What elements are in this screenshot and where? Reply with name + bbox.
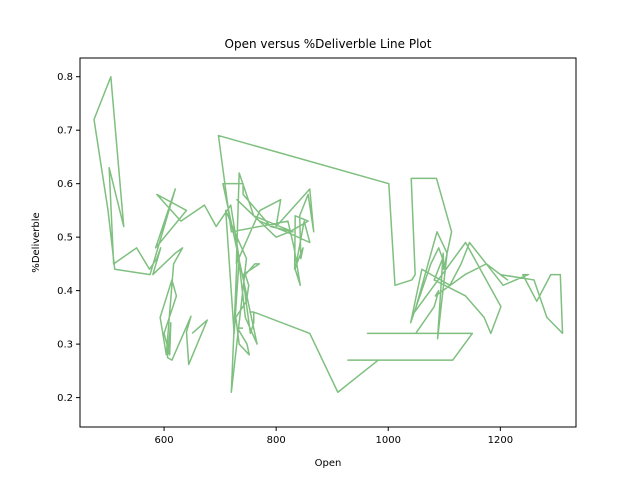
x-tick-label: 800 bbox=[267, 435, 286, 446]
chart-title: Open versus %Deliverble Line Plot bbox=[225, 37, 432, 51]
x-axis-ticks: 600 800 1000 1200 bbox=[155, 427, 513, 446]
y-tick-label: 0.5 bbox=[57, 233, 73, 244]
y-axis-ticks: 0.2 0.3 0.4 0.5 0.6 0.7 0.8 bbox=[57, 72, 80, 404]
x-tick-label: 1000 bbox=[376, 435, 401, 446]
x-tick-label: 1200 bbox=[488, 435, 513, 446]
y-tick-label: 0.3 bbox=[57, 340, 73, 351]
x-axis-label: Open bbox=[315, 458, 342, 469]
y-tick-label: 0.4 bbox=[57, 286, 73, 297]
y-axis-label: %Deliverble bbox=[31, 212, 42, 272]
x-tick-label: 600 bbox=[155, 435, 174, 446]
plot-area-frame bbox=[79, 57, 577, 428]
y-tick-label: 0.2 bbox=[57, 393, 73, 404]
y-tick-label: 0.6 bbox=[57, 179, 73, 190]
series-line-0 bbox=[93, 75, 564, 393]
y-tick-label: 0.7 bbox=[57, 126, 73, 137]
y-tick-label: 0.8 bbox=[57, 72, 73, 83]
plot-layer bbox=[93, 75, 564, 393]
